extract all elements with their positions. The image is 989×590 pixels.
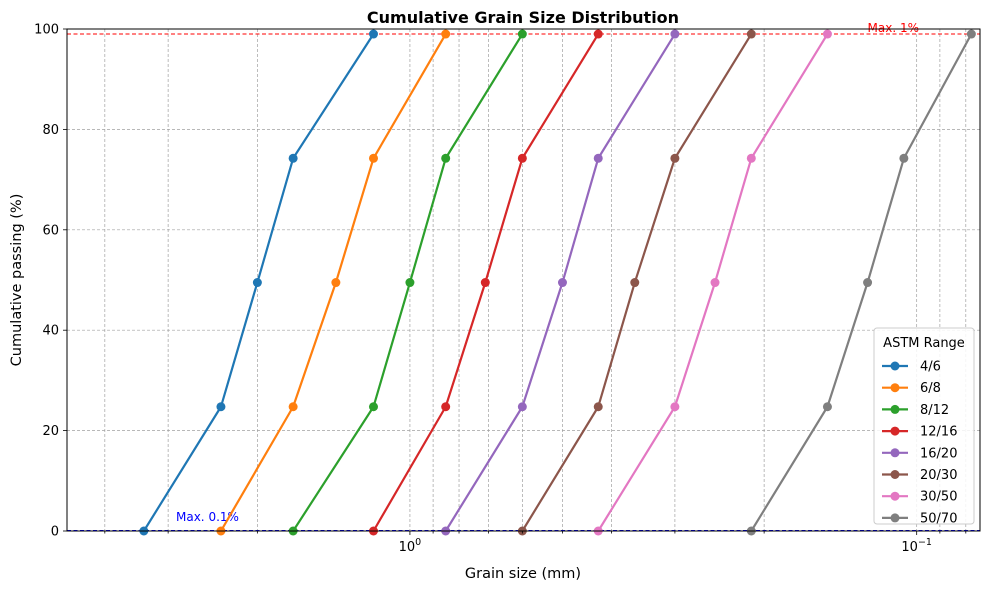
legend-swatch-marker: [890, 491, 900, 501]
data-point: [593, 153, 603, 163]
y-tick-label: 100: [34, 23, 59, 38]
data-point: [593, 402, 603, 412]
series-lines: [139, 29, 976, 536]
data-point: [863, 278, 873, 288]
data-point: [405, 278, 415, 288]
legend-label: 20/30: [920, 468, 957, 483]
y-tick-label: 60: [42, 223, 59, 238]
legend-item: 50/70: [882, 511, 957, 526]
legend-swatch-marker: [890, 361, 900, 371]
y-tick-label: 80: [42, 123, 59, 138]
data-point: [822, 402, 832, 412]
legend-label: 30/50: [920, 490, 957, 505]
series-8-12: [288, 29, 527, 536]
series-30-50: [593, 29, 832, 536]
data-point: [517, 153, 527, 163]
data-point: [368, 153, 378, 163]
reference-label-max-1: Max. 1%: [868, 21, 919, 35]
data-point: [368, 402, 378, 412]
x-axis-label: Grain size (mm): [465, 566, 581, 582]
data-point: [252, 278, 262, 288]
chart-title: Cumulative Grain Size Distribution: [367, 8, 679, 27]
series-16-20: [441, 29, 680, 536]
legend-item: 16/20: [882, 446, 957, 461]
legend-label: 6/8: [920, 381, 941, 396]
legend-item: 12/16: [882, 425, 957, 440]
series-6-8: [216, 29, 451, 536]
legend-swatch-marker: [890, 426, 900, 436]
data-point: [670, 29, 680, 39]
data-point: [670, 402, 680, 412]
reference-label-max-0-1: Max. 0.1%: [176, 510, 239, 524]
legend-swatch-marker: [890, 404, 900, 414]
legend-item: 8/12: [882, 403, 949, 418]
x-tick-label: 10−1: [901, 537, 932, 555]
legend-label: 4/6: [920, 360, 941, 375]
data-point: [517, 402, 527, 412]
y-tick-label: 40: [42, 324, 59, 339]
data-point: [630, 278, 640, 288]
data-point: [670, 153, 680, 163]
data-point: [441, 402, 451, 412]
legend: ASTM Range 4/6 6/8 8/12 12/16 16/20 20/30 30/50…: [873, 327, 975, 526]
data-point: [710, 278, 720, 288]
legend-item: 4/6: [882, 360, 941, 375]
y-axis-ticks: 0 20 40 60 80 100: [34, 23, 67, 540]
data-point: [966, 29, 976, 39]
legend-swatch-marker: [890, 470, 900, 479]
data-point: [517, 29, 527, 39]
data-point: [746, 153, 756, 163]
data-point: [822, 29, 832, 39]
legend-swatch-marker: [890, 448, 900, 458]
data-point: [368, 29, 378, 39]
data-point: [288, 402, 298, 412]
data-point: [746, 29, 756, 39]
legend-item: 30/50: [882, 490, 957, 505]
legend-swatch-marker: [890, 513, 900, 523]
series-12-16: [368, 29, 603, 536]
data-point: [593, 29, 603, 39]
data-point: [899, 153, 909, 163]
data-point: [331, 278, 341, 288]
plot-frame: [66, 28, 981, 532]
x-tick-label: 100: [399, 537, 422, 555]
data-point: [557, 278, 567, 288]
legend-label: 16/20: [920, 446, 957, 461]
data-point: [441, 153, 451, 163]
data-point: [480, 278, 490, 288]
y-axis-label: Cumulative passing (%): [9, 194, 25, 367]
legend-label: 12/16: [920, 425, 957, 440]
data-point: [441, 29, 451, 39]
x-axis-ticks: 100 10−1: [104, 531, 967, 555]
legend-swatch-marker: [890, 383, 900, 393]
legend-label: 8/12: [920, 403, 949, 418]
y-tick-label: 0: [51, 525, 59, 540]
data-point: [288, 153, 298, 163]
legend-item: 6/8: [882, 381, 941, 396]
series-50-70: [746, 29, 976, 536]
data-point: [216, 402, 226, 412]
legend-label: 50/70: [920, 511, 957, 526]
legend-title: ASTM Range: [883, 336, 965, 351]
legend-item: 20/30: [882, 468, 957, 483]
y-tick-label: 20: [42, 424, 59, 439]
